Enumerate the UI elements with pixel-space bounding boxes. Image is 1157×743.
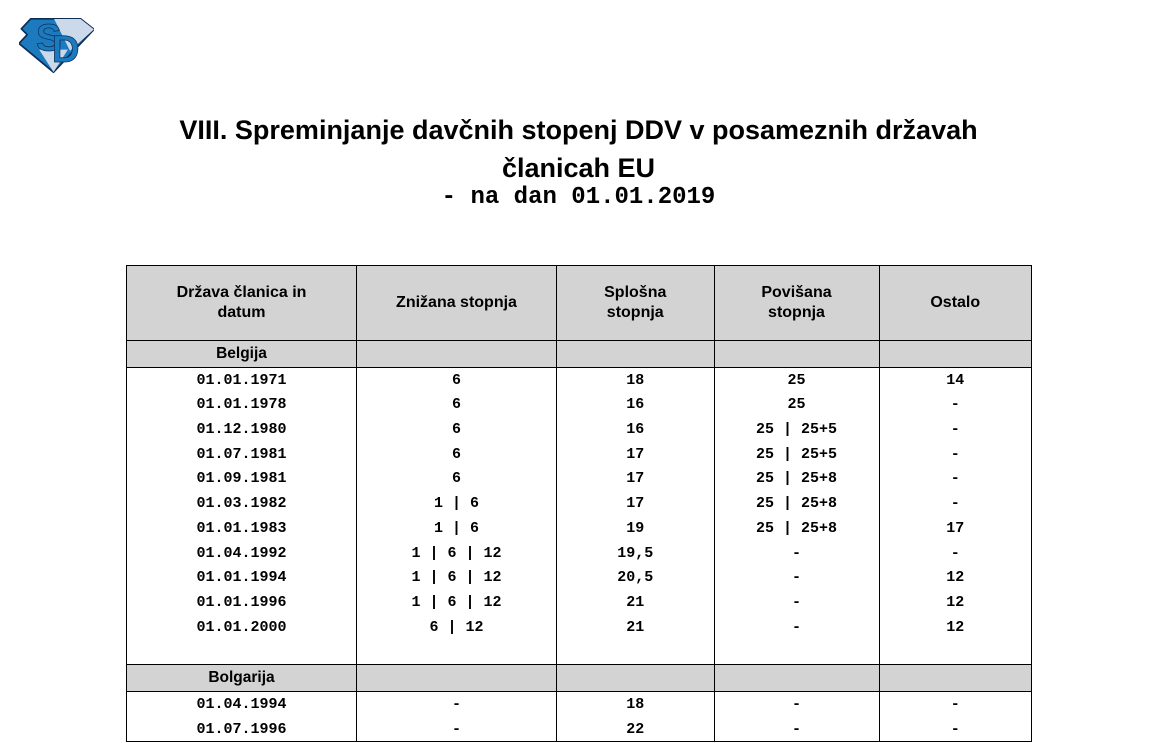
svg-text:D: D <box>52 28 80 71</box>
